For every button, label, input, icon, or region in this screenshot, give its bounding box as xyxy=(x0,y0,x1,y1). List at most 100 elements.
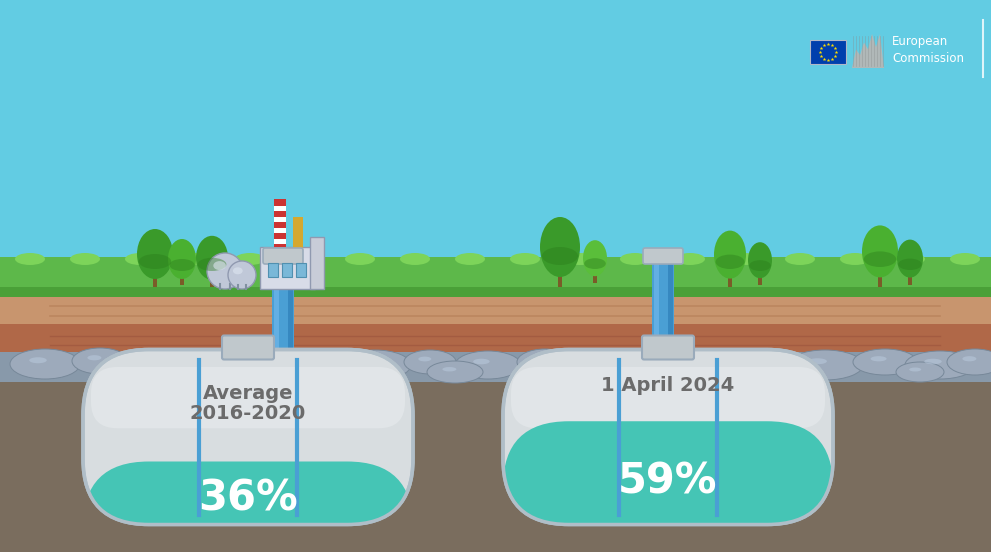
Bar xyxy=(0,0,991,257)
Ellipse shape xyxy=(701,358,716,364)
Ellipse shape xyxy=(455,253,485,265)
Ellipse shape xyxy=(70,253,100,265)
Bar xyxy=(288,257,293,354)
Bar xyxy=(728,269,732,287)
Bar xyxy=(654,257,659,354)
Bar xyxy=(274,257,279,354)
Bar xyxy=(272,257,294,354)
Ellipse shape xyxy=(345,253,375,265)
Bar xyxy=(0,297,991,324)
Ellipse shape xyxy=(517,349,573,375)
Text: 1 April 2024: 1 April 2024 xyxy=(602,376,734,395)
Ellipse shape xyxy=(359,358,377,364)
Ellipse shape xyxy=(137,229,173,279)
Ellipse shape xyxy=(625,349,685,375)
Bar xyxy=(0,324,991,352)
Ellipse shape xyxy=(290,349,350,375)
Bar xyxy=(296,263,306,277)
Ellipse shape xyxy=(183,349,247,377)
Ellipse shape xyxy=(909,368,922,371)
Ellipse shape xyxy=(808,358,826,364)
Ellipse shape xyxy=(138,359,157,365)
Ellipse shape xyxy=(404,350,456,374)
Ellipse shape xyxy=(840,253,870,265)
Ellipse shape xyxy=(197,258,226,271)
Ellipse shape xyxy=(540,217,580,277)
Ellipse shape xyxy=(716,254,744,269)
Bar xyxy=(274,228,286,233)
FancyBboxPatch shape xyxy=(222,336,274,359)
Ellipse shape xyxy=(180,253,210,265)
Ellipse shape xyxy=(744,350,796,374)
Ellipse shape xyxy=(207,253,243,289)
Ellipse shape xyxy=(442,367,457,371)
Text: Average: Average xyxy=(203,384,293,403)
Ellipse shape xyxy=(564,350,636,380)
FancyBboxPatch shape xyxy=(91,367,405,428)
Ellipse shape xyxy=(905,351,975,379)
Ellipse shape xyxy=(871,356,887,362)
Ellipse shape xyxy=(585,258,606,269)
Bar xyxy=(282,263,292,277)
Bar xyxy=(310,237,324,289)
Text: 59%: 59% xyxy=(618,460,717,502)
Ellipse shape xyxy=(730,253,760,265)
Bar xyxy=(805,15,986,87)
Ellipse shape xyxy=(682,350,748,380)
Ellipse shape xyxy=(962,356,976,362)
Ellipse shape xyxy=(200,357,217,362)
Point xyxy=(712,356,723,363)
Ellipse shape xyxy=(15,253,45,265)
Bar xyxy=(558,265,562,287)
Ellipse shape xyxy=(400,253,430,265)
Bar xyxy=(908,270,912,285)
Ellipse shape xyxy=(259,360,272,365)
Bar xyxy=(274,239,286,244)
Bar xyxy=(810,40,846,64)
Ellipse shape xyxy=(896,362,944,382)
Ellipse shape xyxy=(620,253,650,265)
Ellipse shape xyxy=(897,240,923,278)
Bar xyxy=(878,267,882,287)
Ellipse shape xyxy=(169,259,194,271)
Bar xyxy=(268,263,278,277)
Ellipse shape xyxy=(139,254,171,269)
Bar xyxy=(274,199,286,247)
Ellipse shape xyxy=(213,261,226,270)
Ellipse shape xyxy=(641,356,656,362)
Bar xyxy=(274,217,286,222)
Ellipse shape xyxy=(714,231,746,279)
Bar xyxy=(0,287,991,297)
Ellipse shape xyxy=(168,239,196,279)
Ellipse shape xyxy=(455,351,521,379)
FancyBboxPatch shape xyxy=(642,336,694,359)
Ellipse shape xyxy=(748,242,772,278)
FancyBboxPatch shape xyxy=(263,248,303,264)
FancyBboxPatch shape xyxy=(503,421,833,524)
Ellipse shape xyxy=(427,361,483,383)
Ellipse shape xyxy=(542,247,578,265)
Ellipse shape xyxy=(787,350,863,380)
Ellipse shape xyxy=(750,361,810,383)
Text: European
Commission: European Commission xyxy=(892,34,964,66)
Ellipse shape xyxy=(105,363,155,383)
Ellipse shape xyxy=(758,357,771,362)
Bar xyxy=(180,271,184,285)
Ellipse shape xyxy=(228,261,256,289)
Bar xyxy=(593,269,597,283)
Ellipse shape xyxy=(418,357,431,362)
Ellipse shape xyxy=(285,367,296,370)
Ellipse shape xyxy=(235,253,265,265)
Bar xyxy=(0,257,991,297)
Polygon shape xyxy=(852,34,884,68)
Point xyxy=(291,511,303,518)
Ellipse shape xyxy=(532,356,546,362)
Ellipse shape xyxy=(510,253,540,265)
Ellipse shape xyxy=(584,358,602,364)
Ellipse shape xyxy=(590,362,640,382)
Ellipse shape xyxy=(565,253,595,265)
Bar xyxy=(758,271,762,285)
Ellipse shape xyxy=(30,357,47,363)
Ellipse shape xyxy=(675,253,705,265)
FancyBboxPatch shape xyxy=(503,349,833,524)
